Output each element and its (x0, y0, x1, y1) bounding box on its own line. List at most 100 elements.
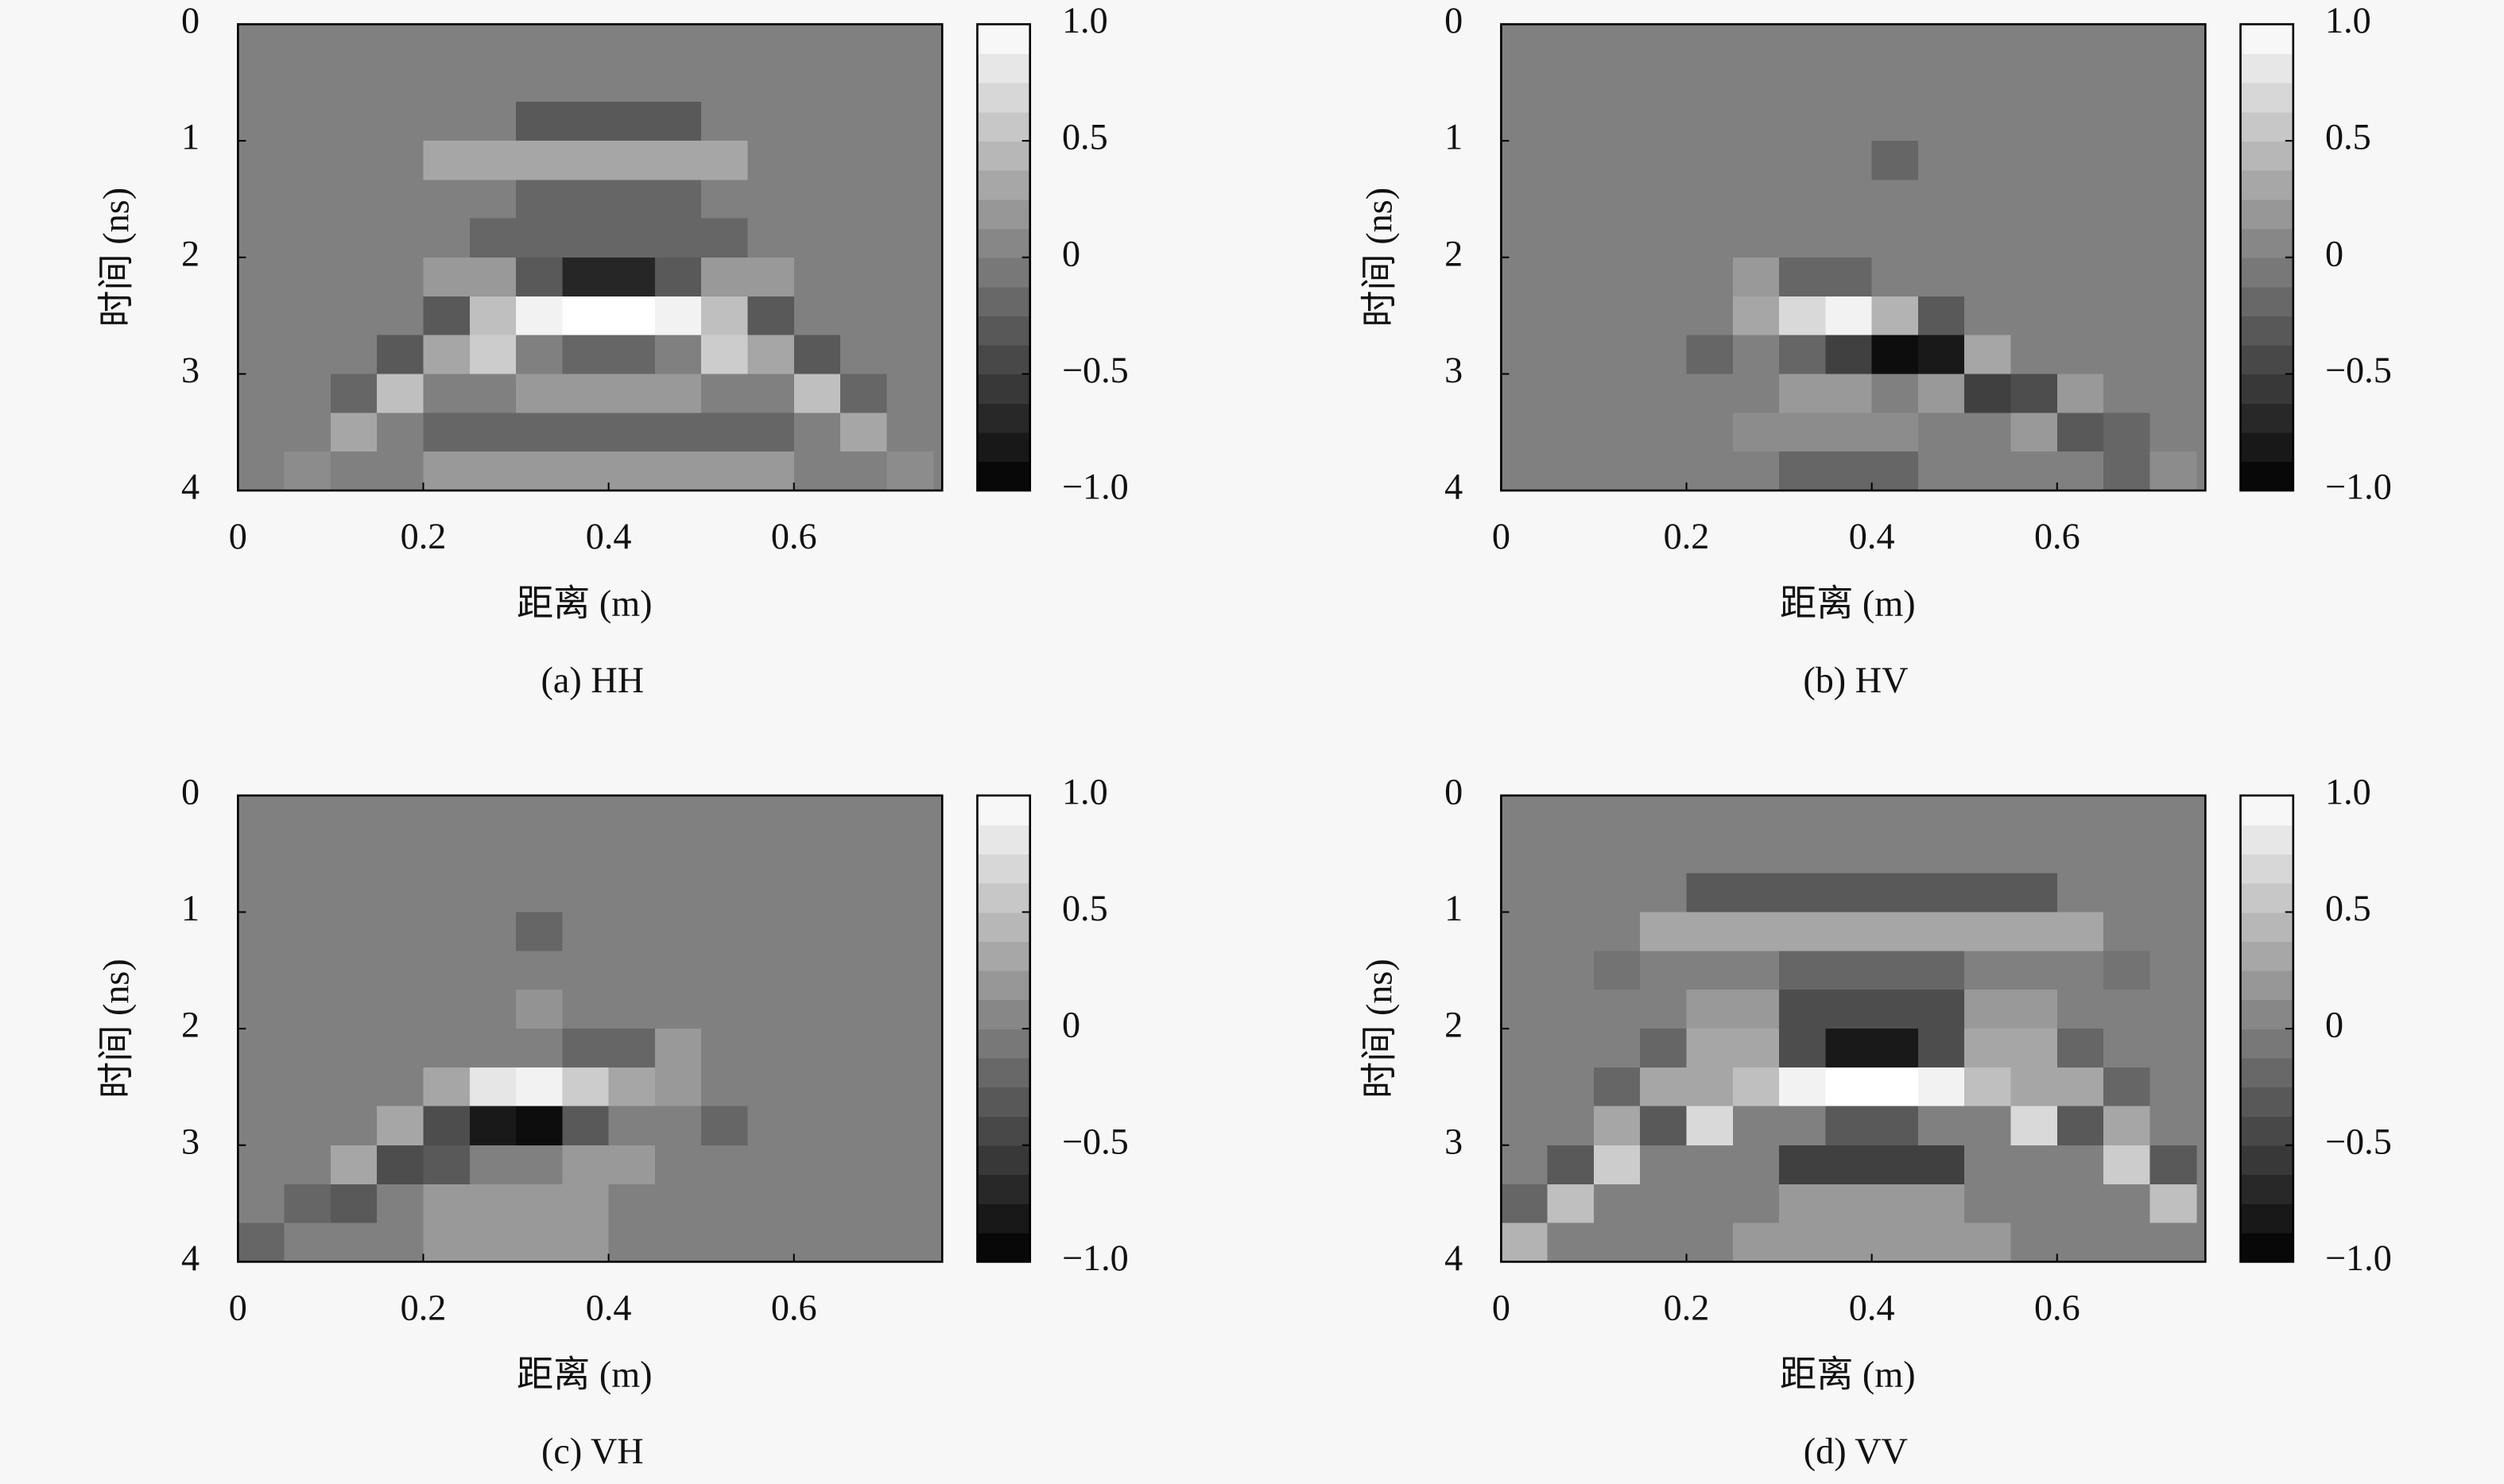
heatmap-cell (238, 296, 285, 336)
heatmap-cell (747, 1029, 795, 1069)
heatmap-cell (2149, 951, 2197, 990)
heatmap-cell (284, 374, 331, 414)
y-tick-label: 2 (181, 233, 200, 273)
y-tick-label: 4 (1444, 467, 1463, 507)
heatmap-cell (469, 873, 517, 913)
heatmap-cell (1964, 1184, 2012, 1224)
heatmap-cell (1686, 912, 1734, 952)
heatmap-cell (2010, 1222, 2058, 1262)
heatmap-cell (1640, 1184, 1688, 1224)
heatmap-cell (1547, 374, 1595, 414)
heatmap-cell (2149, 451, 2197, 491)
heatmap-cell (284, 1106, 331, 1146)
heatmap-cell (284, 257, 331, 297)
heatmap-cell (469, 296, 517, 336)
heatmap-cell (423, 25, 471, 64)
heatmap-cell (2056, 180, 2104, 219)
heatmap-cell (562, 180, 610, 219)
heatmap-cell (284, 413, 331, 452)
heatmap-cell (2010, 180, 2058, 219)
heatmap-cell (1501, 413, 1549, 452)
heatmap-cell (1547, 296, 1595, 336)
heatmap-cell (1917, 102, 1966, 141)
heatmap-cell (1871, 257, 1919, 297)
heatmap-cell (1964, 296, 2012, 336)
heatmap-cell (2149, 989, 2197, 1029)
heatmap-cell (1825, 451, 1873, 491)
heatmap-cell (608, 296, 656, 336)
y-tick-label: 2 (1444, 1005, 1463, 1045)
heatmap-cell (423, 1222, 471, 1262)
heatmap-cell (330, 1067, 378, 1107)
heatmap-cell (2056, 1067, 2104, 1107)
y-tick-label: 3 (1444, 350, 1463, 390)
colorbar-band (977, 344, 1030, 375)
heatmap-cell (2056, 951, 2104, 990)
heatmap-cell (1732, 257, 1780, 297)
colorbar-tick-label: −0.5 (2325, 350, 2392, 390)
heatmap-cell (2103, 63, 2151, 103)
heatmap-cell (793, 141, 841, 181)
heatmap-cell (1871, 180, 1919, 219)
heatmap-cell (1779, 951, 1827, 990)
heatmap-cell (1593, 257, 1642, 297)
heatmap-cell (330, 374, 378, 414)
heatmap-cell (1825, 1184, 1873, 1224)
heatmap-cell (1547, 218, 1595, 258)
heatmap-cell (1686, 374, 1734, 414)
colorbar-band (977, 286, 1030, 316)
heatmap-cell (886, 296, 934, 336)
heatmap-cell (1964, 951, 2012, 990)
heatmap-cell (1917, 1222, 1966, 1262)
heatmap-cell (516, 834, 564, 874)
colorbar-band (2240, 1203, 2293, 1234)
heatmap-cell (377, 141, 424, 181)
heatmap-cell (793, 1067, 841, 1107)
heatmap-cell (516, 989, 564, 1029)
heatmap-cell (747, 912, 795, 952)
heatmap-cell (423, 413, 471, 452)
heatmap-cell (423, 1067, 471, 1107)
heatmap-cell (562, 1106, 610, 1146)
heatmap-cells (1501, 25, 2197, 491)
heatmap-cell (747, 102, 795, 141)
heatmap-cell (701, 796, 749, 835)
heatmap-cell (1593, 218, 1642, 258)
heatmap-cell (840, 141, 888, 181)
heatmap-cell (886, 796, 934, 835)
heatmap-cell (2149, 1067, 2197, 1107)
heatmap-cell (886, 951, 934, 990)
caption: (a) HH (541, 660, 645, 700)
colorbar-band (977, 1029, 1030, 1059)
heatmap-cell (469, 25, 517, 64)
colorbar-band (977, 1116, 1030, 1146)
heatmap-cell (840, 218, 888, 258)
heatmap-cell (886, 873, 934, 913)
heatmap-cell (562, 951, 610, 990)
x-tick-label: 0.4 (1849, 516, 1895, 556)
heatmap-cell (793, 451, 841, 491)
heatmap-cell (1779, 413, 1827, 452)
heatmap-cell (1964, 1222, 2012, 1262)
heatmap-cell (1547, 796, 1595, 835)
heatmap-cell (654, 63, 702, 103)
heatmap-cell (747, 413, 795, 452)
heatmap-cell (284, 1145, 331, 1185)
heatmap-cell (1779, 218, 1827, 258)
heatmap-cell (1917, 1184, 1966, 1224)
heatmap-cell (1593, 912, 1642, 952)
heatmap-cell (1640, 1029, 1688, 1069)
heatmap-cell (469, 374, 517, 414)
colorbar-band (977, 1087, 1030, 1117)
colorbar-band (977, 1174, 1030, 1204)
heatmap-cell (1732, 102, 1780, 141)
heatmap-cell (1964, 25, 2012, 64)
heatmap-cell (840, 1222, 888, 1262)
colorbar-band (2240, 912, 2293, 942)
colorbar-band (977, 374, 1030, 404)
panel: 0 0.2 0.4 0.6 0 1 2 3 4 距离 (m) 时间 (ns) (c) VH 1.0 0.5… (95, 771, 1128, 1471)
heatmap-cell (1871, 1145, 1919, 1185)
heatmap-cell (1593, 180, 1642, 219)
heatmap-cell (1917, 796, 1966, 835)
heatmap-cell (1686, 796, 1734, 835)
